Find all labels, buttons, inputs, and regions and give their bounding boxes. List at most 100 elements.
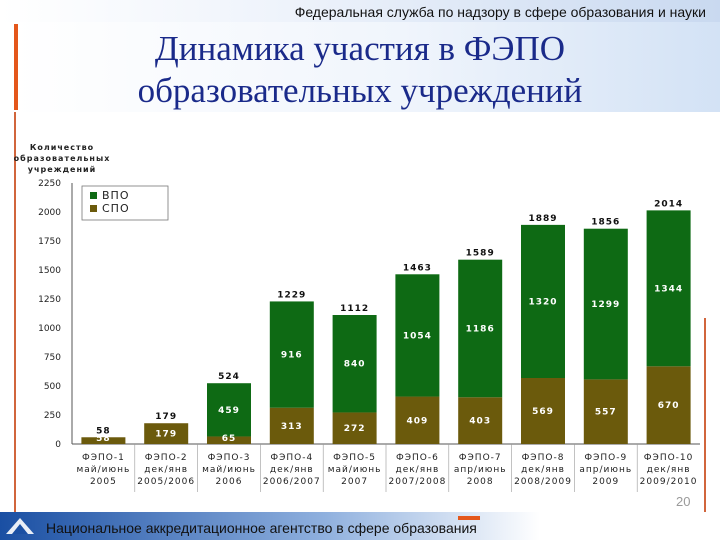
x-tick-label: дек/янв <box>647 465 691 475</box>
label-total: 524 <box>218 372 240 382</box>
bar-spo <box>81 437 126 444</box>
y-tick-label: 750 <box>44 353 61 363</box>
label-total: 58 <box>96 426 111 436</box>
x-tick-label: 2009 <box>592 477 619 487</box>
label-spo-value: 272 <box>344 424 366 434</box>
bar-vpo <box>583 228 628 380</box>
x-tick-label: 2008/2009 <box>514 477 572 487</box>
label-vpo-value: 840 <box>344 360 366 370</box>
bar-vpo <box>395 274 440 397</box>
legend-box <box>81 185 169 221</box>
label-vpo-value: 459 <box>218 406 240 416</box>
label-total: 1463 <box>403 263 432 273</box>
x-tick-label: ФЭПО-2 <box>145 453 188 463</box>
x-tick-label: ФЭПО-10 <box>644 453 694 463</box>
y-tick-label: 1250 <box>38 295 61 305</box>
y-tick-label: 250 <box>44 411 61 421</box>
bar-vpo <box>332 315 377 413</box>
label-spo-value: 313 <box>281 422 303 432</box>
label-vpo-value: 1299 <box>591 300 620 310</box>
bar-vpo <box>458 259 503 398</box>
bar-spo <box>646 366 691 444</box>
x-tick-label: дек/янв <box>521 465 565 475</box>
label-total: 1112 <box>340 304 369 314</box>
footer-bar <box>0 512 720 540</box>
label-total: 1589 <box>466 249 495 259</box>
y-axis-title: образовательных <box>14 153 111 163</box>
y-tick-label: 1500 <box>38 266 61 276</box>
bar-spo <box>144 423 189 444</box>
x-tick-label: ФЭПО-6 <box>396 453 439 463</box>
label-vpo-value: 916 <box>281 351 303 361</box>
label-spo-value: 569 <box>532 407 554 417</box>
x-tick-label: апр/июнь <box>579 465 632 475</box>
label-vpo-value: 1320 <box>528 297 557 307</box>
x-tick-label: ФЭПО-3 <box>208 453 251 463</box>
slide-title: Динамика участия в ФЭПО образовательных … <box>30 28 690 112</box>
x-tick-label: ФЭПО-5 <box>333 453 376 463</box>
y-tick-label: 0 <box>55 440 61 450</box>
label-spo-value: 557 <box>595 408 617 418</box>
label-total: 1229 <box>277 290 306 300</box>
label-spo-value: 403 <box>469 417 491 427</box>
label-spo-value: 65 <box>222 434 237 444</box>
bar-spo <box>521 377 565 444</box>
x-tick-label: апр/июнь <box>454 465 507 475</box>
y-axis-title: Количество <box>30 143 94 152</box>
x-tick-label: 2007/2008 <box>388 477 446 487</box>
x-tick-label: 2005/2006 <box>137 477 195 487</box>
y-axis-title: учреждений <box>28 165 96 174</box>
label-vpo-value: 1186 <box>466 324 495 334</box>
legend-swatch <box>90 192 97 199</box>
bar-spo <box>395 396 440 444</box>
bar-vpo <box>521 224 565 378</box>
title-line-2: образовательных учреждений <box>137 71 583 110</box>
x-tick-label: ФЭПО-7 <box>459 453 502 463</box>
x-tick-label: май/июнь <box>202 465 256 475</box>
right-divider <box>704 318 706 523</box>
label-spo-value: 409 <box>407 416 429 426</box>
footer-organization: Национальное аккредитационное агентство … <box>46 520 477 536</box>
x-tick-label: 2009/2010 <box>640 477 698 487</box>
x-tick-label: дек/янв <box>270 465 314 475</box>
bottom-accent <box>458 516 480 520</box>
label-vpo-value: 1054 <box>403 331 432 341</box>
legend-swatch <box>90 205 97 212</box>
x-tick-label: 2006 <box>216 477 243 487</box>
x-tick-label: 2008 <box>467 477 494 487</box>
legend-label: СПО <box>102 202 130 215</box>
title-accent-bar <box>14 24 18 110</box>
y-tick-label: 500 <box>44 382 61 392</box>
x-tick-label: дек/янв <box>144 465 188 475</box>
label-spo-value: 179 <box>155 430 177 440</box>
legend-label: ВПО <box>102 189 129 202</box>
x-tick-label: май/июнь <box>76 465 130 475</box>
label-vpo-value: 1344 <box>654 284 683 294</box>
bar-spo <box>458 397 503 444</box>
x-tick-label: 2006/2007 <box>263 477 321 487</box>
left-divider <box>14 112 16 540</box>
bar-spo <box>207 436 251 444</box>
top-bar <box>0 0 720 22</box>
bar-vpo <box>646 210 691 367</box>
x-tick-label: ФЭПО-8 <box>522 453 565 463</box>
x-tick-label: ФЭПО-4 <box>270 453 313 463</box>
label-spo-value: 58 <box>96 434 111 444</box>
y-tick-label: 1000 <box>38 324 61 334</box>
x-tick-label: 2005 <box>90 477 117 487</box>
x-tick-label: 2007 <box>341 477 368 487</box>
page-number: 20 <box>676 494 691 509</box>
y-tick-label: 1750 <box>38 237 61 247</box>
x-tick-label: дек/янв <box>395 465 439 475</box>
label-spo-value: 670 <box>658 401 680 411</box>
bar-vpo <box>269 301 314 408</box>
label-total: 1889 <box>528 214 557 224</box>
agency-name: Федеральная служба по надзору в сфере об… <box>294 4 706 20</box>
agency-logo-icon <box>6 518 34 534</box>
label-total: 1856 <box>591 218 620 228</box>
title-panel <box>14 22 720 112</box>
x-tick-label: май/июнь <box>328 465 382 475</box>
bar-spo <box>332 412 377 444</box>
x-tick-label: ФЭПО-9 <box>584 453 627 463</box>
